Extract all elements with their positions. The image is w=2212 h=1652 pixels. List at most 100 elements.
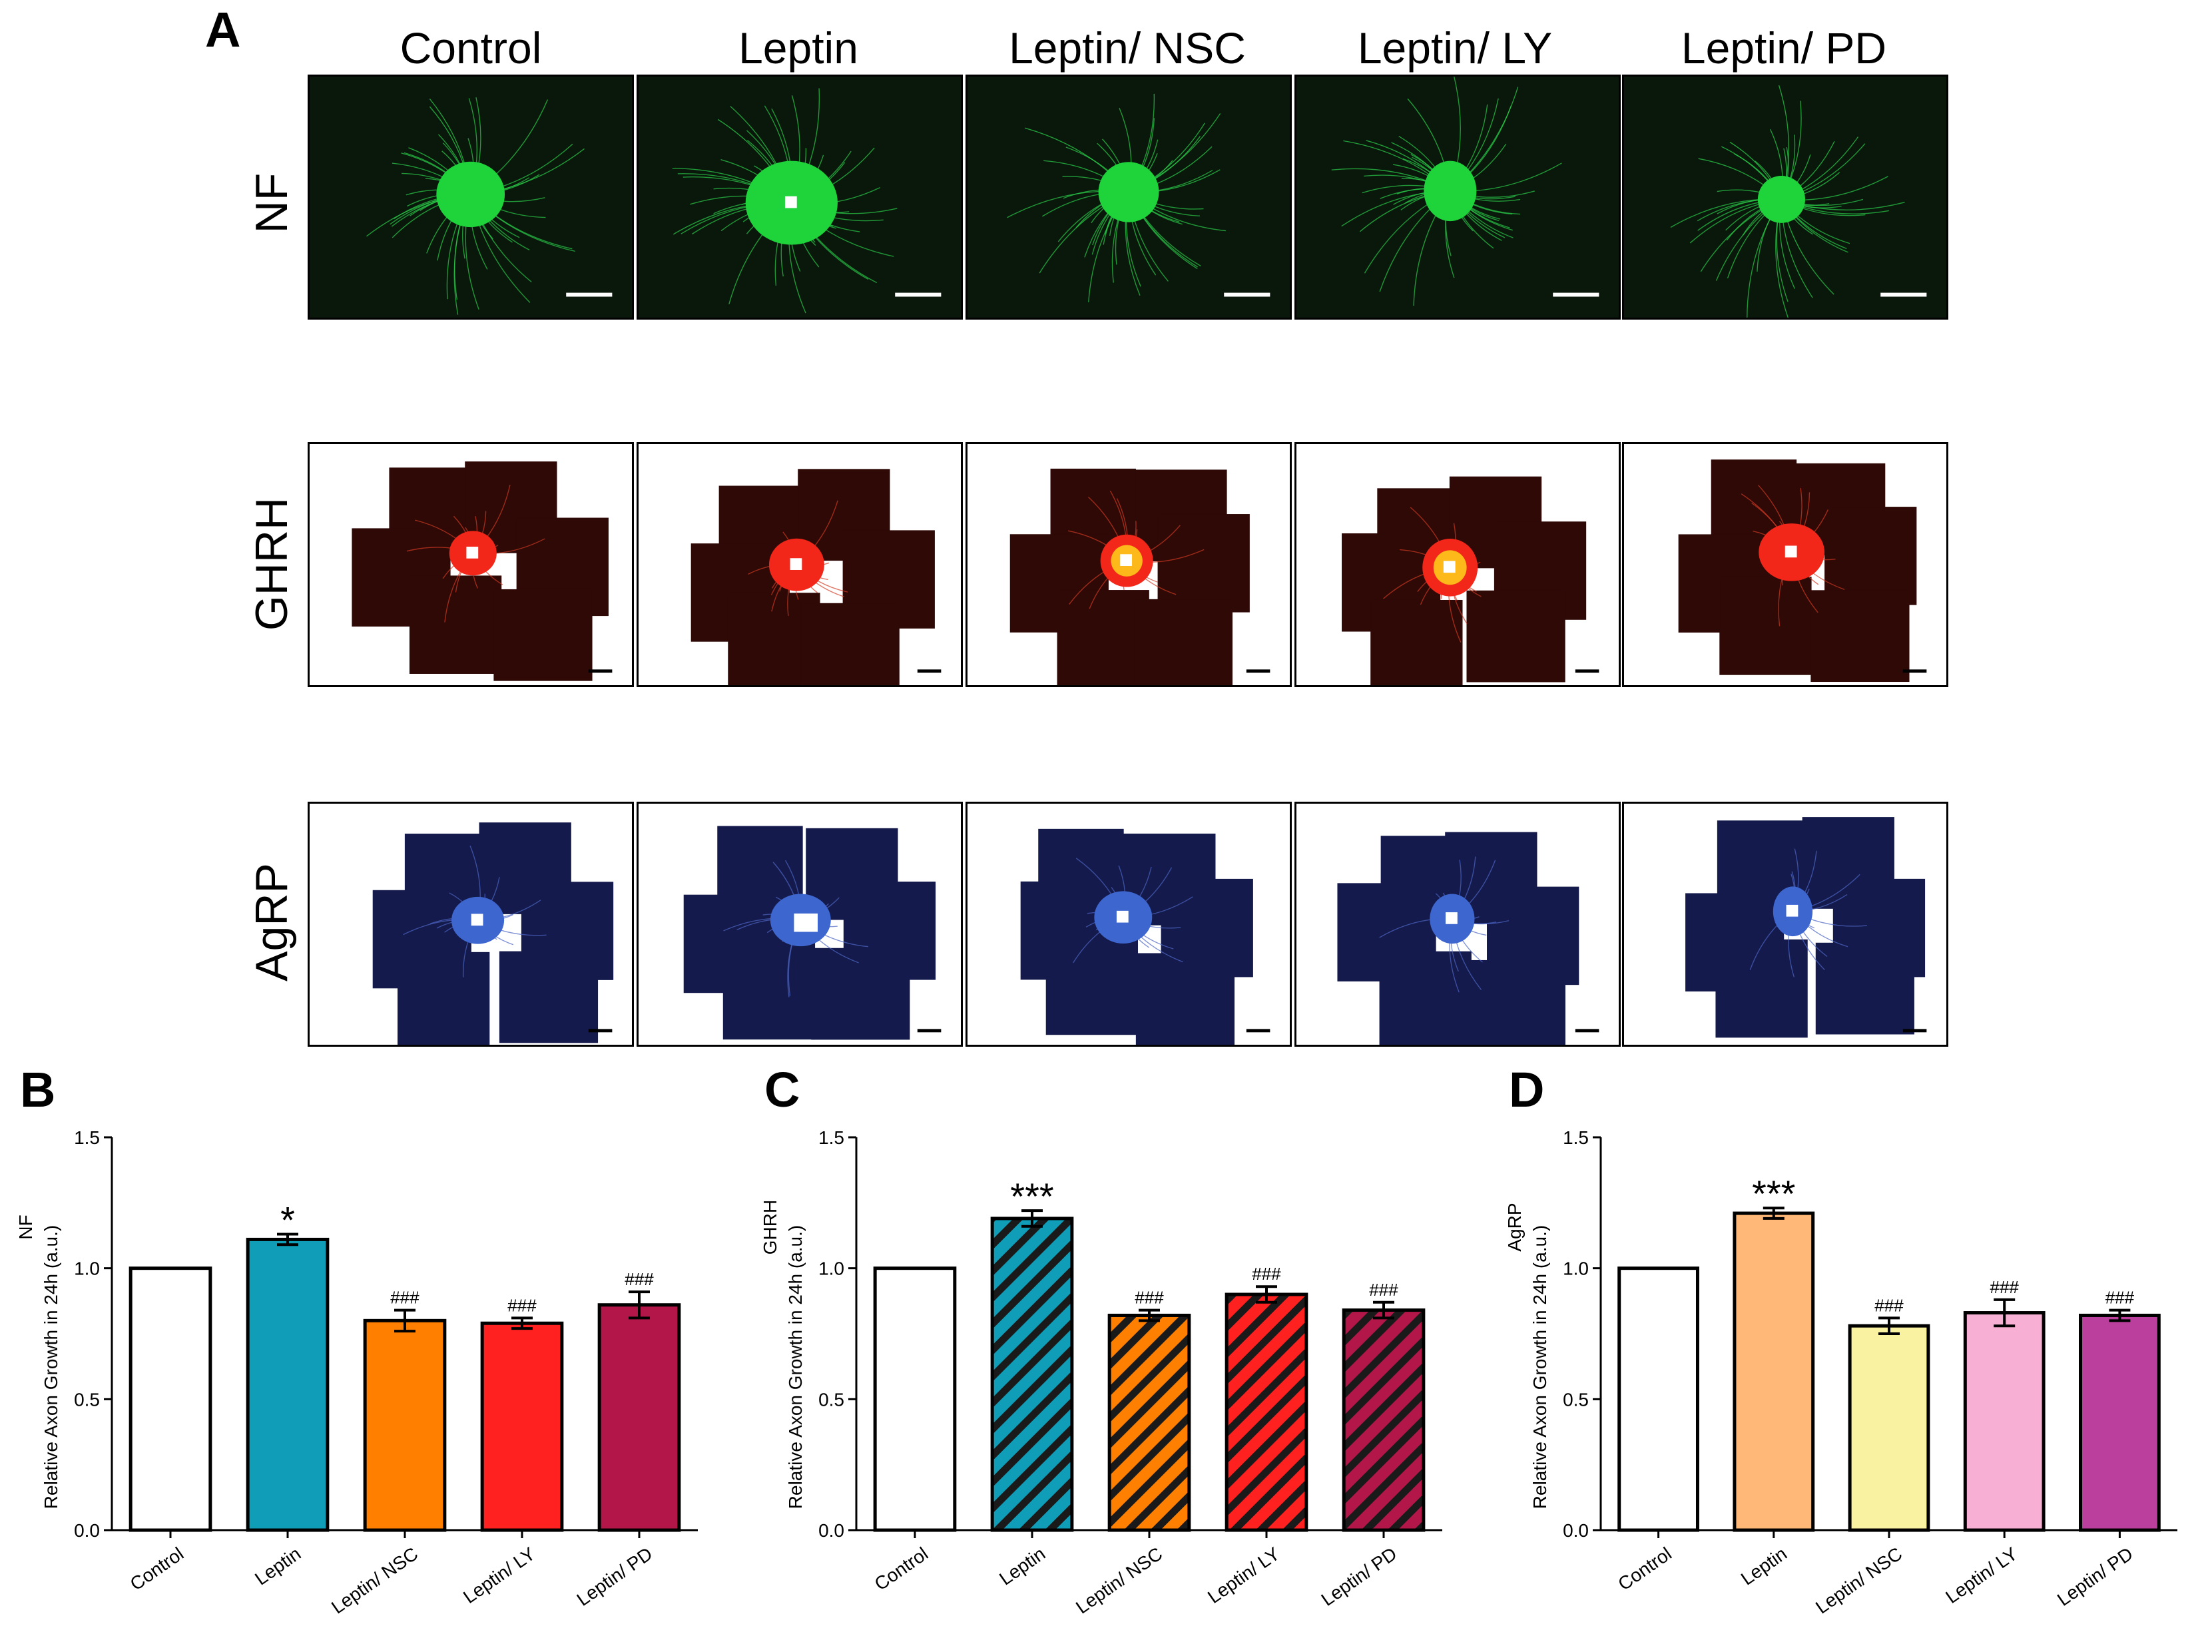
significance-annotation: ###	[1135, 1288, 1164, 1308]
panel-letter-b: B	[20, 1062, 56, 1117]
micrograph-agrp-2	[637, 802, 963, 1047]
y-axis-marker-label: NF	[15, 1215, 36, 1239]
bar-leptin-pd	[2079, 1313, 2161, 1532]
micrograph-agrp-4	[1294, 802, 1621, 1047]
y-tick-label: 0.0	[74, 1520, 100, 1541]
x-tick-label: Leptin/ PD	[2054, 1543, 2137, 1610]
column-header-control: Control	[400, 23, 542, 73]
column-header-leptin-ly: Leptin/ LY	[1357, 23, 1553, 73]
significance-annotation: ***	[1752, 1173, 1795, 1215]
y-tick-label: 1.5	[74, 1127, 100, 1148]
x-tick-label: Control	[1614, 1543, 1675, 1595]
y-axis-label: Relative Axon Growth in 24h (a.u.)	[785, 1225, 806, 1509]
significance-annotation: ###	[1990, 1277, 2020, 1297]
bar-leptin-ly	[480, 1321, 564, 1532]
error-bar	[1878, 1316, 1900, 1335]
error-bar	[1256, 1285, 1277, 1304]
y-tick-label: 1.5	[1563, 1127, 1589, 1148]
x-tick-label: Leptin	[1737, 1543, 1791, 1589]
micrograph-agrp-3	[966, 802, 1292, 1047]
bar-leptin	[1733, 1211, 1815, 1532]
bar-chart-agrp: 0.0 0.5 1.0 1.5 AgRP Relative Axon Growth in …	[1489, 1092, 2212, 1651]
micrograph-nf-5	[1622, 75, 1948, 320]
y-axis-label: Relative Axon Growth in 24h (a.u.)	[1529, 1225, 1550, 1509]
x-tick-label: Leptin/ NSC	[328, 1543, 421, 1618]
bar-leptin-ly	[1963, 1311, 2046, 1532]
column-header-leptin-nsc: Leptin/ NSC	[1009, 23, 1246, 73]
significance-annotation: *	[280, 1199, 295, 1241]
x-tick-label: Control	[127, 1543, 188, 1595]
micrograph-nf-3	[966, 75, 1292, 320]
significance-annotation: ***	[1010, 1175, 1053, 1217]
x-tick-label: Leptin/ LY	[1942, 1543, 2022, 1607]
y-tick-label: 0.5	[818, 1389, 844, 1410]
x-tick-label: Leptin	[995, 1543, 1049, 1589]
micrograph-nf-2	[637, 75, 963, 320]
panel-letter-c: C	[764, 1062, 800, 1117]
micrograph-ghrh-3	[966, 442, 1292, 687]
significance-annotation: ###	[2105, 1288, 2135, 1308]
bar-control	[129, 1266, 212, 1532]
significance-annotation: ###	[1252, 1264, 1281, 1284]
bar-leptin-nsc	[1848, 1324, 1930, 1532]
x-tick-label: Leptin	[251, 1543, 304, 1589]
error-bar	[1994, 1298, 2016, 1328]
significance-annotation: ###	[1874, 1295, 1904, 1315]
column-header-leptin: Leptin	[738, 23, 858, 73]
error-bar	[1139, 1308, 1160, 1322]
x-tick-label: Leptin/ NSC	[1072, 1543, 1166, 1618]
bar-leptin	[246, 1237, 330, 1532]
bar-chart-nf: 0.0 0.5 1.0 1.5 NF Relative Axon Growth in 24…	[0, 1092, 732, 1651]
bar-leptin-pd	[597, 1303, 681, 1532]
y-tick-label: 0.5	[1563, 1389, 1589, 1410]
row-label-ghrh: GHRH	[246, 497, 297, 631]
bar-leptin-ly	[1225, 1292, 1308, 1532]
y-axis-marker-label: AgRP	[1504, 1203, 1525, 1251]
x-tick-label: Leptin/ NSC	[1812, 1543, 1906, 1618]
significance-annotation: ###	[390, 1288, 419, 1308]
error-bar	[629, 1290, 650, 1320]
bar-control	[873, 1266, 957, 1532]
micrograph-nf-1	[308, 75, 634, 320]
x-tick-label: Leptin/ LY	[1204, 1543, 1284, 1607]
micrograph-agrp-1	[308, 802, 634, 1047]
x-tick-label: Leptin/ PD	[1318, 1543, 1401, 1610]
error-bar	[511, 1316, 533, 1330]
x-tick-label: Leptin/ LY	[459, 1543, 539, 1607]
x-tick-label: Leptin/ PD	[573, 1543, 657, 1610]
micrograph-ghrh-4	[1294, 442, 1621, 687]
error-bar	[277, 1233, 298, 1246]
bar-leptin	[990, 1217, 1074, 1532]
bar-leptin-pd	[1342, 1308, 1426, 1532]
error-bar	[1763, 1207, 1785, 1220]
bar-leptin-nsc	[1107, 1313, 1191, 1532]
panel-letter-a: A	[205, 2, 241, 57]
panel-letter-d: D	[1509, 1062, 1545, 1117]
row-label-agrp: AgRP	[246, 863, 297, 981]
error-bar	[2109, 1308, 2131, 1322]
bar-chart-ghrh: 0.0 0.5 1.0 1.5 GHRH Relative Axon Growth in …	[744, 1092, 1477, 1651]
y-tick-label: 1.5	[818, 1127, 844, 1148]
y-tick-label: 1.0	[818, 1258, 844, 1279]
bar-control	[1617, 1266, 1699, 1532]
row-label-nf: NF	[246, 172, 297, 234]
y-tick-label: 0.0	[818, 1520, 844, 1541]
y-tick-label: 1.0	[74, 1258, 100, 1279]
error-bar	[1021, 1209, 1043, 1228]
micrograph-ghrh-1	[308, 442, 634, 687]
y-tick-label: 0.5	[74, 1389, 100, 1410]
micrograph-nf-4	[1294, 75, 1621, 320]
significance-annotation: ###	[507, 1295, 537, 1315]
column-header-leptin-pd: Leptin/ PD	[1681, 23, 1887, 73]
significance-annotation: ###	[1369, 1280, 1398, 1300]
micrograph-ghrh-2	[637, 442, 963, 687]
micrograph-ghrh-5	[1622, 442, 1948, 687]
y-tick-label: 0.0	[1563, 1520, 1589, 1541]
x-tick-label: Control	[871, 1543, 932, 1595]
y-axis-marker-label: GHRH	[760, 1200, 780, 1254]
y-tick-label: 1.0	[1563, 1258, 1589, 1279]
y-axis-label: Relative Axon Growth in 24h (a.u.)	[41, 1225, 61, 1509]
significance-annotation: ###	[625, 1269, 654, 1289]
bar-leptin-nsc	[363, 1318, 447, 1532]
micrograph-agrp-5	[1622, 802, 1948, 1047]
